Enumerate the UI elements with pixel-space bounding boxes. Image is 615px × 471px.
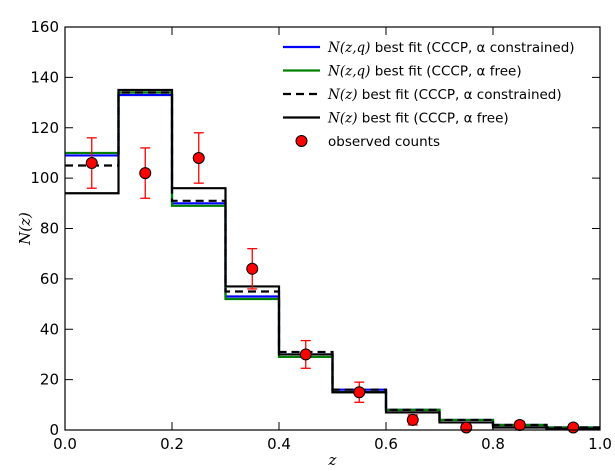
legend-entry-2: N(z,q) best fit (CCCP, α free) — [327, 64, 522, 80]
axis-ticks: 0.0 0.2 0.4 0.6 0.8 1.0 0 20 40 60 80 100 120 140 160 — [30, 18, 612, 453]
observed-point — [139, 167, 152, 180]
y-tick-label: 0 — [49, 421, 59, 439]
x-axis-label: z — [328, 451, 337, 469]
observed-point — [406, 413, 419, 426]
y-tick-label: 60 — [40, 270, 59, 288]
legend-entry-3: N(z) best fit (CCCP, α constrained) — [327, 87, 562, 103]
observed-point — [513, 418, 526, 431]
observed-point — [85, 157, 98, 170]
observed-point — [299, 348, 312, 361]
legend-entry-4: N(z) best fit (CCCP, α free) — [327, 111, 509, 127]
y-axis-label: N(z) — [16, 212, 34, 246]
observed-point — [460, 421, 473, 434]
observed-point — [192, 151, 205, 164]
y-tick-label: 40 — [40, 320, 59, 338]
y-tick-label: 20 — [40, 371, 59, 389]
x-tick-label: 0.8 — [481, 435, 505, 453]
x-tick-label: 0.0 — [53, 435, 77, 453]
y-tick-label: 120 — [30, 119, 59, 137]
y-tick-label: 140 — [30, 68, 59, 86]
x-tick-label: 0.6 — [374, 435, 398, 453]
x-tick-label: 1.0 — [588, 435, 612, 453]
legend-entry-observed: observed counts — [328, 134, 440, 150]
observed-point — [567, 421, 580, 434]
y-tick-label: 160 — [30, 18, 59, 36]
legend: N(z,q) best fit (CCCP, α constrained) N(z… — [283, 40, 575, 150]
x-tick-label: 0.2 — [160, 435, 184, 453]
legend-swatch-observed — [295, 135, 308, 147]
x-tick-label: 0.4 — [267, 435, 291, 453]
y-tick-label: 100 — [30, 169, 59, 187]
observed-point — [353, 386, 366, 399]
observed-point — [246, 262, 259, 275]
legend-entry-1: N(z,q) best fit (CCCP, α constrained) — [327, 40, 575, 56]
y-tick-label: 80 — [40, 220, 59, 238]
